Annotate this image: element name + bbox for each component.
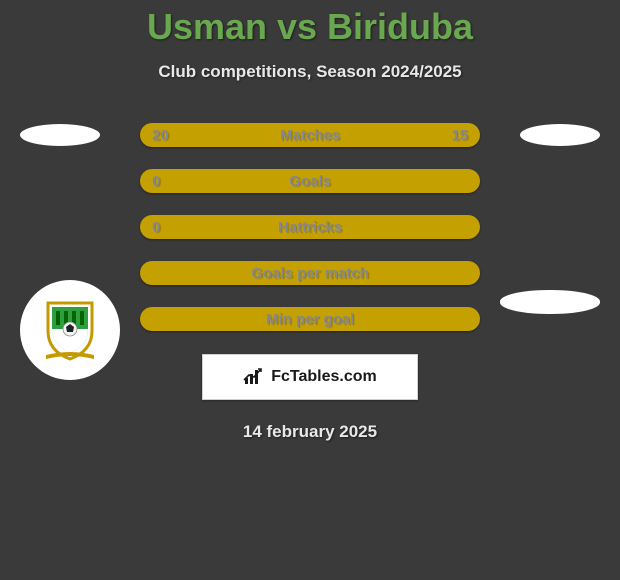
stat-label: Matches — [280, 127, 340, 144]
page-title: Usman vs Biriduba — [0, 0, 620, 48]
stat-left-value: 20 — [152, 127, 169, 144]
stat-pill: Goals per match — [140, 261, 480, 285]
stat-label: Hattricks — [278, 219, 342, 236]
stat-row-goals-per-match: Goals per match — [0, 250, 620, 296]
stat-right-value: 15 — [451, 127, 468, 144]
stat-label: Min per goal — [266, 311, 354, 328]
stat-row-goals: 0 Goals — [0, 158, 620, 204]
stat-label: Goals — [289, 173, 331, 190]
stat-pill: 20 Matches 15 — [140, 123, 480, 147]
brand-text: FcTables.com — [243, 368, 377, 386]
stat-pill: 0 Goals — [140, 169, 480, 193]
stat-label: Goals per match — [251, 265, 369, 282]
bar-chart-icon — [243, 368, 265, 386]
stat-pill: 0 Hattricks — [140, 215, 480, 239]
stat-row-min-per-goal: Min per goal — [0, 296, 620, 342]
date-line: 14 february 2025 — [0, 422, 620, 442]
page-subtitle: Club competitions, Season 2024/2025 — [0, 62, 620, 82]
brand-box[interactable]: FcTables.com — [202, 354, 418, 400]
decoration-ellipse-left — [20, 124, 100, 146]
stat-row-matches: 20 Matches 15 — [0, 112, 620, 158]
stat-left-value: 0 — [152, 173, 160, 190]
stat-left-value: 0 — [152, 219, 160, 236]
brand-label: FcTables.com — [271, 368, 377, 386]
stat-row-hattricks: 0 Hattricks — [0, 204, 620, 250]
stats-container: 20 Matches 15 0 Goals 0 Hattricks Goals … — [0, 112, 620, 342]
stat-pill: Min per goal — [140, 307, 480, 331]
decoration-ellipse-right — [520, 124, 600, 146]
